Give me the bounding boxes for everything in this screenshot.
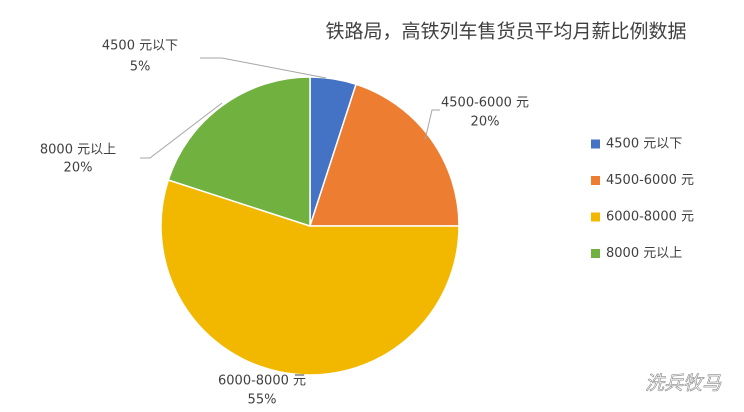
legend-label: 4500 元以下	[606, 137, 682, 152]
data-label-name: 8000 元以上	[40, 143, 116, 158]
legend-swatch	[591, 176, 600, 185]
data-label: 20%	[64, 161, 93, 176]
legend-label: 8000 元以上	[606, 246, 682, 261]
data-label-name: 6000-8000 元	[218, 374, 306, 389]
legend-label: 4500-6000 元	[606, 173, 694, 188]
legend-swatch	[591, 212, 600, 222]
watermark: 洗兵牧马	[645, 373, 722, 395]
leader-line	[140, 102, 223, 159]
data-label-name: 4500 元以下	[102, 39, 178, 54]
leader-line	[200, 57, 327, 79]
data-label: 55%	[248, 393, 277, 408]
legend-swatch	[591, 139, 600, 149]
legend-swatch	[591, 249, 600, 258]
data-label-name: 4500-6000 元	[441, 96, 529, 111]
pie-slice	[308, 83, 460, 227]
pie-slice	[167, 76, 311, 228]
legend-label: 6000-8000 元	[606, 210, 694, 225]
data-label: 20%	[471, 115, 500, 130]
data-label: 5%	[130, 60, 151, 75]
chart-title: 铁路局，高铁列车售货员平均月薪比例数据	[325, 21, 686, 43]
pie-slice	[160, 179, 460, 376]
leader-line	[424, 109, 440, 141]
